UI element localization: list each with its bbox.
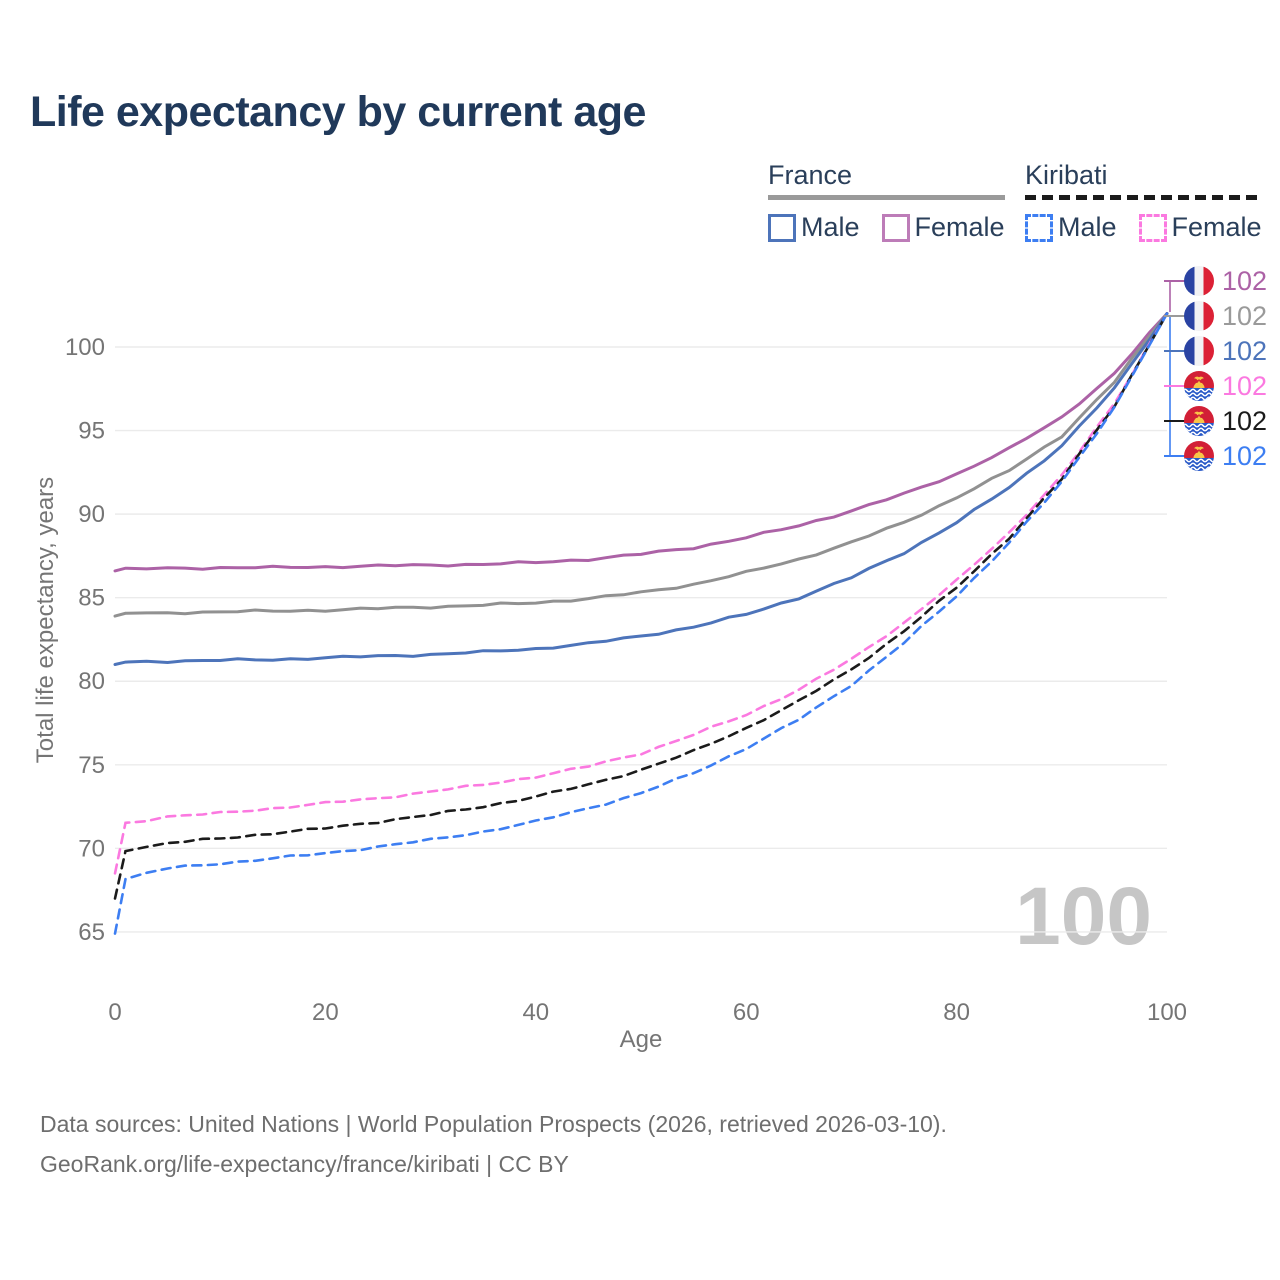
page-title: Life expectancy by current age <box>30 88 646 136</box>
france-male-swatch-icon <box>768 213 796 242</box>
gridlines <box>115 346 1167 933</box>
y-tick-label: 90 <box>78 501 105 528</box>
series-line-france-male[interactable] <box>113 312 1169 666</box>
x-tick-label: 100 <box>1147 999 1187 1026</box>
kiribati-flag-icon <box>1184 371 1214 401</box>
y-tick-label: 65 <box>78 919 105 946</box>
legend-item-kiribati-female[interactable]: Female <box>1138 212 1262 243</box>
endpoint-value-label: 102 <box>1222 266 1268 296</box>
legend-item-label: Female <box>1171 212 1262 242</box>
endpoint-value-label: 102 <box>1222 301 1268 331</box>
y-tick-label: 75 <box>78 752 105 779</box>
legend-item-label: Male <box>801 212 860 242</box>
legend-group-kiribati: Kiribati Male Female <box>1025 160 1262 243</box>
y-tick-label: 70 <box>78 835 105 862</box>
endpoint-row: 102 <box>1184 441 1267 471</box>
endpoint-row: 102 <box>1184 371 1267 401</box>
footer-attribution-url: GeoRank.org/life-expectancy/france/kirib… <box>40 1151 569 1177</box>
endpoint-value-label: 102 <box>1222 371 1268 401</box>
legend-item-france-female[interactable]: Female <box>881 212 1005 243</box>
series-line-kiribati[interactable] <box>113 312 1169 900</box>
y-tick-label: 95 <box>78 418 105 445</box>
endpoint-row: 102 <box>1184 266 1267 296</box>
footer-data-sources: Data sources: United Nations | World Pop… <box>40 1111 947 1137</box>
x-tick-label: 40 <box>522 999 549 1026</box>
axis-tick-labels: 65 70 75 80 85 90 95 100 0 20 40 60 80 100 <box>65 334 1187 1026</box>
endpoint-value-label: 102 <box>1222 336 1268 366</box>
france-female-swatch-icon <box>881 213 910 242</box>
series-line-france[interactable] <box>113 312 1169 618</box>
endpoint-value-label: 102 <box>1222 441 1268 471</box>
series-lines <box>113 312 1169 935</box>
series-line-kiribati-female[interactable] <box>113 312 1169 875</box>
legend-item-label: Female <box>914 212 1005 242</box>
france-flag-icon <box>1184 266 1214 296</box>
x-tick-label: 20 <box>312 999 339 1026</box>
y-tick-label: 80 <box>78 668 105 695</box>
endpoint-row: 102 <box>1184 406 1267 436</box>
y-axis-title: Total life expectancy, years <box>32 476 59 764</box>
kiribati-male-swatch-icon <box>1025 213 1053 242</box>
kiribati-female-swatch-icon <box>1138 213 1167 242</box>
age-watermark: 100 <box>1015 871 1152 962</box>
legend-group-france: France Male Female <box>768 160 1005 243</box>
france-flag-icon <box>1184 336 1214 366</box>
legend-item-label: Male <box>1058 212 1117 242</box>
x-axis-title: Age <box>619 1026 663 1053</box>
legend-underline-france <box>768 195 1005 200</box>
legend-item-france-male[interactable]: Male <box>768 212 860 243</box>
y-tick-label: 100 <box>65 334 105 361</box>
endpoint-connectors <box>1164 280 1186 457</box>
endpoint-row: 102 <box>1184 301 1267 331</box>
legend-country-label-kiribati: Kiribati <box>1025 160 1108 190</box>
series-line-kiribati-male[interactable] <box>113 312 1169 935</box>
kiribati-flag-icon <box>1184 441 1214 471</box>
x-tick-label: 80 <box>943 999 970 1026</box>
y-tick-label: 85 <box>78 585 105 612</box>
endpoint-value-label: 102 <box>1222 406 1268 436</box>
footer: Data sources: United Nations | World Pop… <box>40 1104 947 1184</box>
endpoint-row: 102 <box>1184 336 1267 366</box>
kiribati-flag-icon <box>1184 406 1214 436</box>
x-tick-label: 0 <box>108 999 121 1026</box>
legend-underline-kiribati <box>1025 195 1262 200</box>
legend-item-kiribati-male[interactable]: Male <box>1025 212 1117 243</box>
france-flag-icon <box>1184 301 1214 331</box>
series-line-france-female[interactable] <box>113 312 1169 573</box>
legend-country-label-france: France <box>768 160 853 190</box>
x-tick-label: 60 <box>733 999 760 1026</box>
